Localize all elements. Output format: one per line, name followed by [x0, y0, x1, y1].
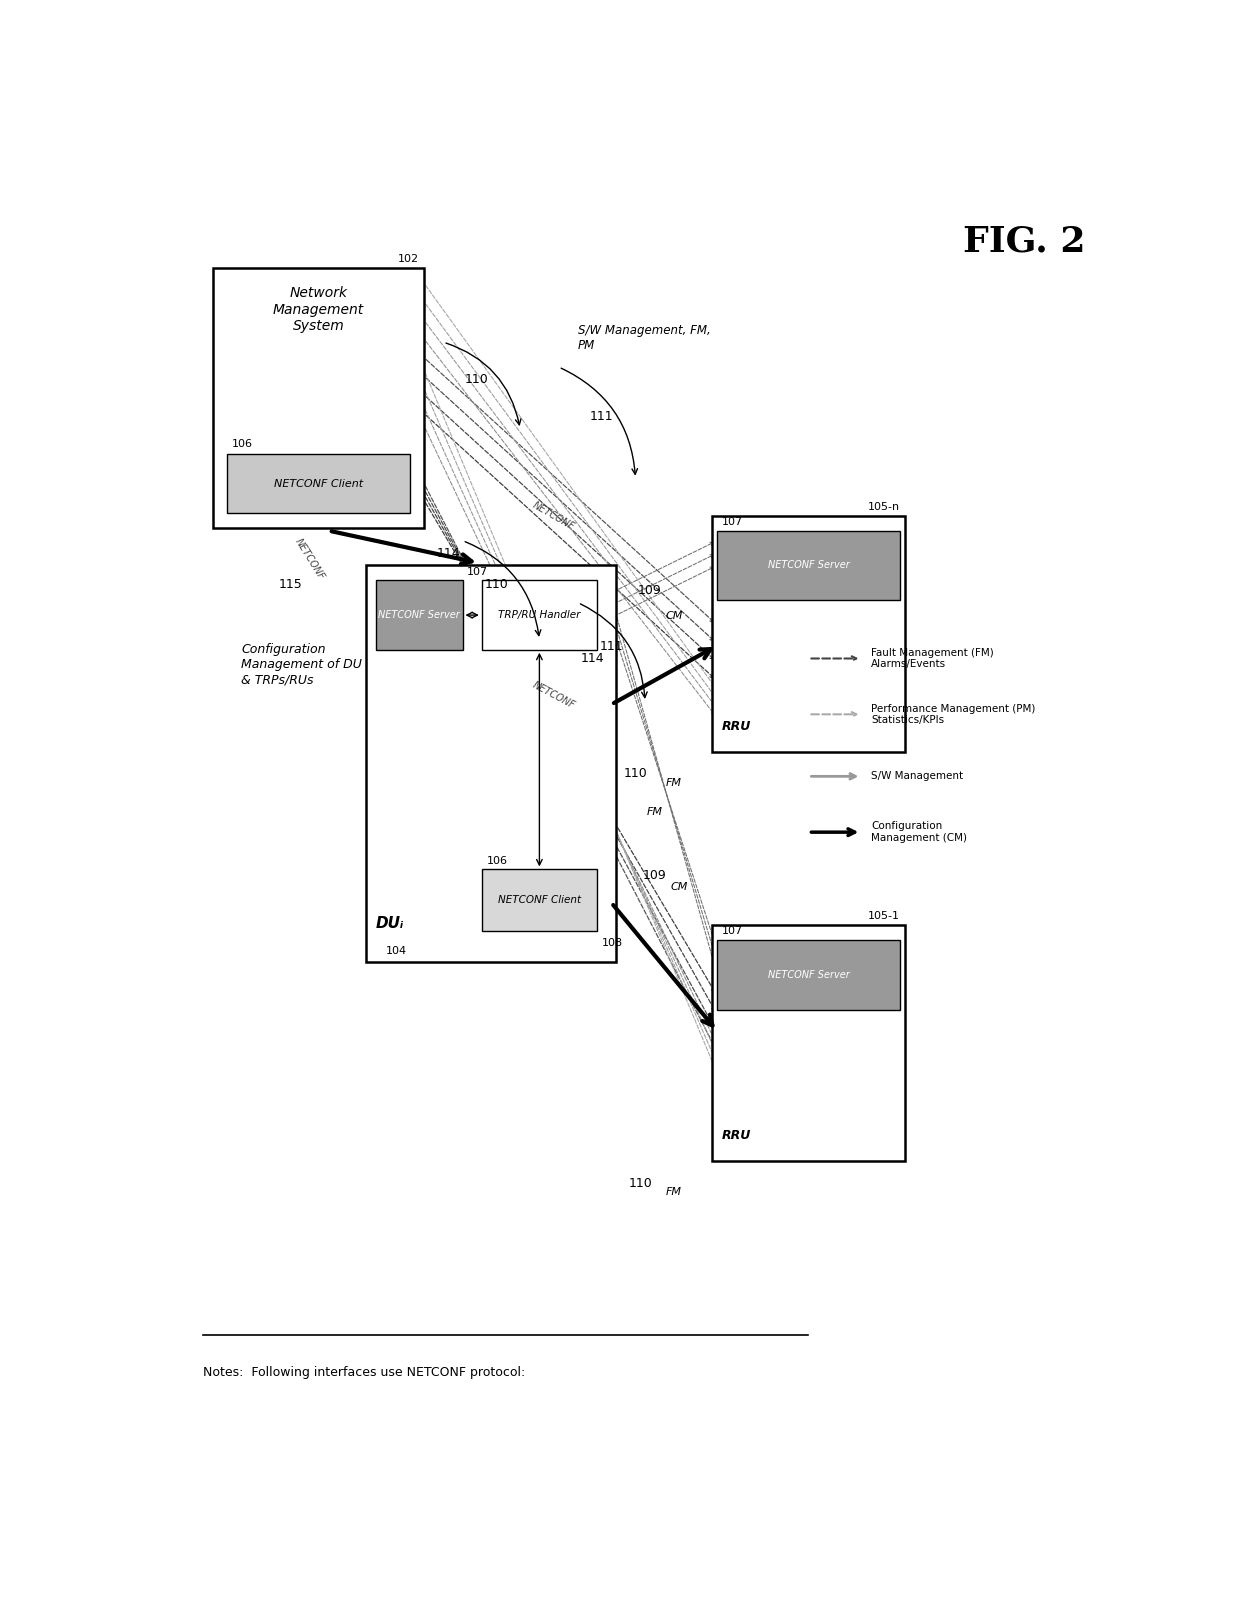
Text: NETCONF Server: NETCONF Server — [768, 970, 849, 979]
FancyBboxPatch shape — [717, 941, 900, 1010]
Text: CM: CM — [665, 611, 683, 620]
Text: NETCONF: NETCONF — [531, 680, 577, 710]
Text: NETCONF Client: NETCONF Client — [497, 896, 582, 905]
Text: TRP/RU Handler: TRP/RU Handler — [498, 611, 580, 620]
FancyBboxPatch shape — [712, 925, 905, 1162]
Text: Notes:  Following interfaces use NETCONF protocol:: Notes: Following interfaces use NETCONF … — [203, 1366, 526, 1379]
FancyBboxPatch shape — [481, 870, 596, 931]
Text: CM: CM — [670, 881, 687, 892]
FancyBboxPatch shape — [227, 454, 409, 514]
FancyBboxPatch shape — [367, 565, 616, 962]
Text: 110: 110 — [485, 578, 508, 591]
Text: 111: 111 — [600, 640, 624, 652]
Text: Network
Management
System: Network Management System — [273, 287, 365, 333]
Text: S/W Management: S/W Management — [870, 772, 963, 781]
Text: 114: 114 — [436, 546, 460, 559]
Text: 111: 111 — [590, 411, 614, 424]
Text: FM: FM — [666, 1187, 682, 1197]
Text: 110: 110 — [629, 1176, 652, 1189]
Text: 104: 104 — [386, 946, 407, 957]
FancyBboxPatch shape — [481, 580, 596, 649]
Text: S/W Management, FM,
PM: S/W Management, FM, PM — [578, 324, 711, 351]
Text: 109: 109 — [642, 868, 667, 881]
Text: 107: 107 — [467, 567, 489, 577]
Text: 107: 107 — [722, 926, 743, 936]
Text: NETCONF Client: NETCONF Client — [274, 478, 363, 488]
Text: 106: 106 — [232, 438, 253, 449]
Text: 115: 115 — [279, 578, 303, 591]
Text: 105-1: 105-1 — [868, 912, 900, 921]
Text: RRU: RRU — [722, 1129, 751, 1142]
Text: 114: 114 — [580, 652, 604, 665]
Text: DUᵢ: DUᵢ — [376, 917, 404, 931]
Text: Fault Management (FM)
Alarms/Events: Fault Management (FM) Alarms/Events — [870, 648, 993, 669]
Text: NETCONF Server: NETCONF Server — [378, 611, 460, 620]
Text: NETCONF: NETCONF — [531, 499, 577, 532]
Text: 107: 107 — [722, 517, 743, 527]
Text: NETCONF: NETCONF — [293, 536, 326, 582]
Text: FM: FM — [666, 778, 682, 788]
Text: 110: 110 — [624, 767, 647, 780]
Text: 110: 110 — [465, 372, 489, 387]
Text: RRU: RRU — [722, 720, 751, 733]
Text: NETCONF Server: NETCONF Server — [768, 561, 849, 570]
Text: Configuration
Management (CM): Configuration Management (CM) — [870, 822, 967, 843]
FancyBboxPatch shape — [717, 530, 900, 601]
FancyBboxPatch shape — [213, 267, 424, 528]
Text: FM: FM — [647, 807, 662, 817]
Text: Configuration
Management of DU
& TRPs/RUs: Configuration Management of DU & TRPs/RU… — [242, 643, 362, 686]
FancyBboxPatch shape — [376, 580, 463, 649]
Text: Performance Management (PM)
Statistics/KPIs: Performance Management (PM) Statistics/K… — [870, 704, 1035, 725]
Text: FIG. 2: FIG. 2 — [963, 224, 1086, 258]
Text: 109: 109 — [639, 585, 662, 598]
Text: 102: 102 — [398, 255, 419, 264]
FancyBboxPatch shape — [712, 516, 905, 751]
Text: 105-n: 105-n — [868, 503, 900, 512]
Text: 106: 106 — [486, 855, 507, 865]
Text: 108: 108 — [601, 938, 622, 947]
